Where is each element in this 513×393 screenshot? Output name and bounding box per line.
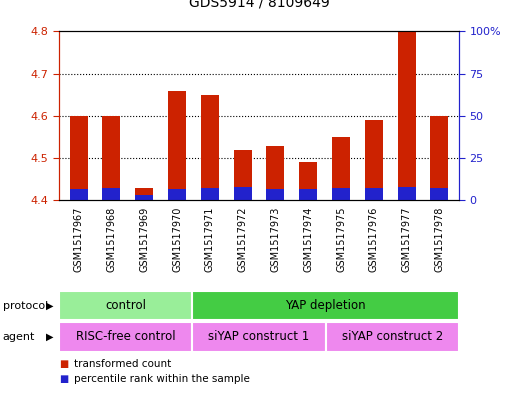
Bar (233, 150, 252, 200)
Text: transformed count: transformed count (74, 358, 172, 369)
Text: GSM1517975: GSM1517975 (336, 207, 346, 272)
Bar (59, 291, 192, 320)
Bar (103, 188, 121, 200)
Bar (70, 116, 88, 200)
Bar (332, 188, 350, 200)
Text: GSM1517976: GSM1517976 (369, 207, 379, 272)
Text: agent: agent (3, 332, 35, 342)
Text: GDS5914 / 8109649: GDS5914 / 8109649 (189, 0, 329, 10)
Bar (266, 145, 285, 200)
Bar (201, 188, 219, 200)
Bar (168, 91, 186, 200)
Text: GSM1517972: GSM1517972 (238, 207, 248, 272)
Text: GSM1517977: GSM1517977 (402, 207, 411, 272)
Text: GSM1517978: GSM1517978 (435, 207, 444, 272)
Bar (365, 120, 383, 200)
Text: GSM1517970: GSM1517970 (172, 207, 182, 272)
Text: ■: ■ (59, 374, 68, 384)
Bar (70, 189, 88, 200)
Bar (233, 187, 252, 200)
Text: ▶: ▶ (46, 301, 54, 310)
Text: GSM1517971: GSM1517971 (205, 207, 215, 272)
Text: RISC-free control: RISC-free control (76, 331, 175, 343)
Text: siYAP construct 1: siYAP construct 1 (208, 331, 310, 343)
Bar (299, 189, 317, 200)
Text: GSM1517968: GSM1517968 (107, 207, 116, 272)
Bar (59, 322, 192, 352)
Bar (430, 188, 448, 200)
Bar (168, 189, 186, 200)
Text: GSM1517967: GSM1517967 (74, 207, 84, 272)
Text: GSM1517969: GSM1517969 (139, 207, 149, 272)
Bar (332, 137, 350, 200)
Bar (430, 116, 448, 200)
Bar (266, 189, 285, 200)
Bar (201, 95, 219, 200)
Bar (135, 188, 153, 200)
Bar (192, 322, 326, 352)
Bar (192, 291, 459, 320)
Bar (299, 162, 317, 200)
Bar (103, 116, 121, 200)
Text: percentile rank within the sample: percentile rank within the sample (74, 374, 250, 384)
Bar (326, 322, 459, 352)
Bar (398, 31, 416, 200)
Text: GSM1517974: GSM1517974 (303, 207, 313, 272)
Text: control: control (105, 299, 146, 312)
Text: YAP depletion: YAP depletion (285, 299, 366, 312)
Bar (135, 195, 153, 200)
Text: ▶: ▶ (46, 332, 54, 342)
Bar (398, 187, 416, 200)
Text: GSM1517973: GSM1517973 (270, 207, 281, 272)
Text: siYAP construct 2: siYAP construct 2 (342, 331, 443, 343)
Bar (365, 188, 383, 200)
Text: protocol: protocol (3, 301, 48, 310)
Text: ■: ■ (59, 358, 68, 369)
